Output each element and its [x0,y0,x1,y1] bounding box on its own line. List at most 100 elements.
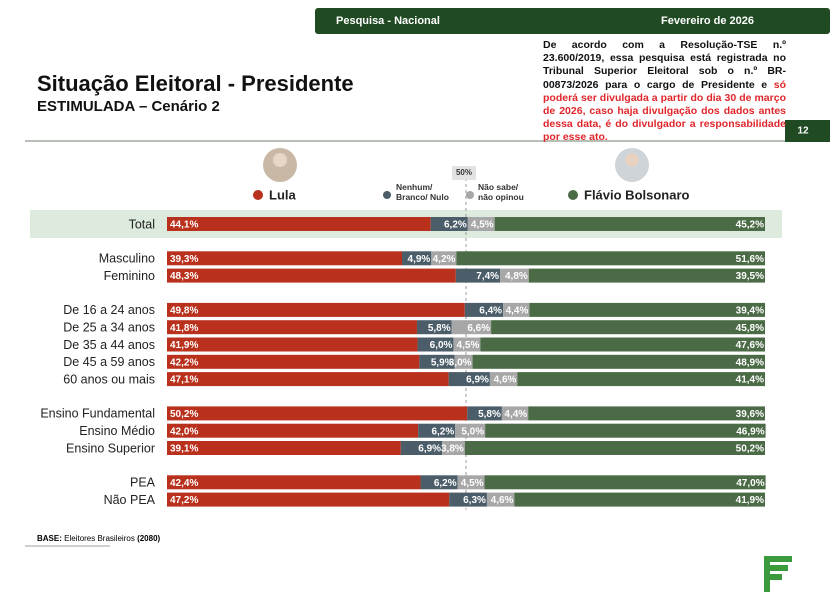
legend-label: Não sabe/ não opinou [478,182,524,202]
category-label: Masculino [99,252,155,266]
header-bar [315,8,830,34]
bar-segment [464,441,765,455]
value-label: 41,8% [170,323,198,334]
bar-segment [167,406,468,421]
reference-label-bg [452,166,476,180]
page-number: 12 [797,126,809,137]
legend-label: Nenhum/ Branco/ Nulo [396,182,449,202]
value-label: 4,4% [506,306,529,317]
base-label: BASE: [37,534,62,543]
value-label: 4,5% [471,220,494,231]
value-label: 42,0% [170,426,198,437]
value-label: 6,2% [444,220,467,231]
base-n: (2080) [137,534,160,543]
bar-segment [455,423,486,438]
value-label: 47,6% [736,340,764,351]
value-label: 44,1% [170,220,198,231]
notice-text: De acordo com a Resolução-TSE n.º 23.600… [543,39,786,91]
legend-label: Lula [269,187,296,202]
category-label: De 25 a 34 anos [63,320,155,334]
bar-segment [464,302,504,317]
bar-segment [431,251,457,266]
reference-label: 50% [456,168,472,177]
base-text: Eleitores Brasileiros [64,534,135,543]
value-label: 6,6% [467,323,490,334]
value-label: 4,8% [505,271,528,282]
bar-segment [416,320,452,335]
value-label: 49,8% [170,306,198,317]
bar-segment [456,251,765,266]
bar-segment [400,441,443,455]
notice: De acordo com a Resolução-TSE n.º 23.600… [543,39,786,145]
value-label: 48,9% [736,357,764,368]
value-label: 39,6% [736,409,764,420]
value-label: 48,3% [170,271,198,282]
base-note: BASE: Eleitores Brasileiros (2080) [37,534,161,543]
bar-segment [418,423,456,438]
bar-segment [167,268,456,283]
value-label: 4,5% [457,340,480,351]
bar-segment [484,475,766,490]
value-label: 4,6% [494,375,517,386]
bar-segment [419,354,455,369]
category-label: De 35 a 44 anos [63,338,155,352]
bar-segment [528,268,765,283]
bar-segment [489,372,518,387]
bar-segment [442,441,465,455]
value-label: 41,9% [170,340,198,351]
value-label: 4,5% [461,478,484,489]
category-label: De 16 a 24 anos [63,303,155,317]
category-label: De 45 a 59 anos [63,355,155,369]
value-label: 47,0% [736,478,764,489]
legend-marker [383,191,391,199]
bar-segment [457,475,485,490]
bar-segment [501,406,529,421]
bar-segment [167,492,450,507]
value-label: 39,3% [170,254,198,265]
candidate-photo-face [273,153,287,167]
category-label: Não PEA [104,493,156,507]
candidate-photo-face [625,153,639,167]
bar-segment [517,372,765,387]
category-label: 60 anos ou mais [63,372,155,386]
value-label: 4,6% [491,495,514,506]
value-label: 39,5% [736,271,764,282]
value-label: 45,2% [736,220,764,231]
bar-segment [167,475,421,490]
value-label: 6,3% [463,495,486,506]
value-label: 42,2% [170,357,198,368]
value-label: 3,8% [441,444,464,455]
bar-segment [417,337,454,352]
value-label: 5,0% [461,426,484,437]
value-label: 41,9% [736,495,764,506]
bar-segment [167,372,449,387]
value-label: 6,0% [430,340,453,351]
value-label: 6,9% [466,375,489,386]
bar-segment [449,492,487,507]
value-label: 39,1% [170,444,198,455]
legend-marker [466,191,474,199]
bar-segment [494,217,765,231]
bar-segment [467,217,495,231]
logo [764,556,792,592]
value-label: 50,2% [736,444,764,455]
value-label: 4,4% [504,409,527,420]
bar-segment [486,492,515,507]
value-label: 6,9% [418,444,441,455]
category-label: Ensino Superior [66,441,155,455]
bar-segment [167,217,431,231]
value-label: 41,4% [736,375,764,386]
chart-subtitle: ESTIMULADA – Cenário 2 [37,98,220,115]
value-label: 6,4% [479,306,502,317]
value-label: 3,0% [449,357,472,368]
value-label: 50,2% [170,409,198,420]
legend-label: Flávio Bolsonaro [584,187,690,202]
bar-segment [503,302,530,317]
value-label: 51,6% [736,254,764,265]
bar-segment [500,268,529,283]
bar-segment [472,354,765,369]
bar-segment [467,406,502,421]
category-label: Total [129,217,155,231]
category-label: Ensino Fundamental [40,407,155,421]
